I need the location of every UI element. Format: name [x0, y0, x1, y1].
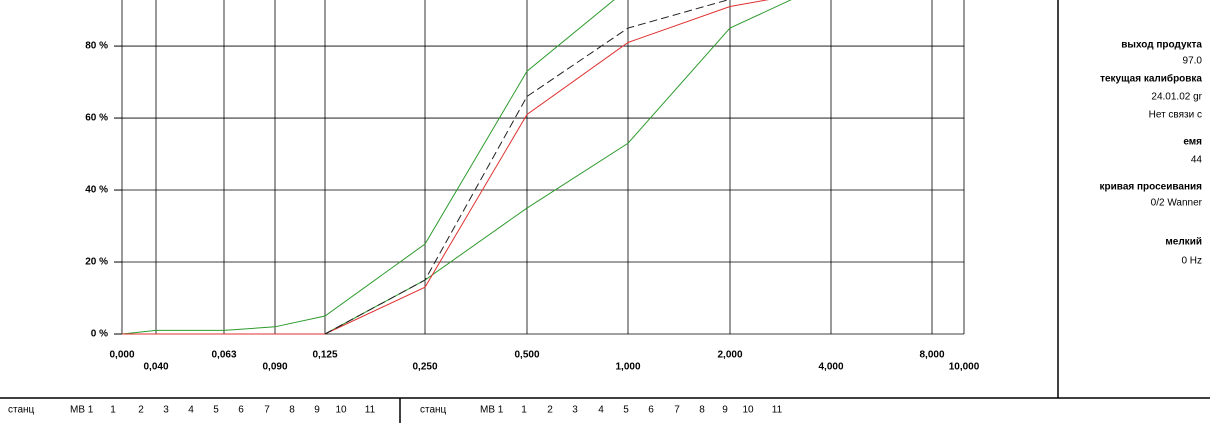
- panel-text: текущая калибровка: [1100, 73, 1202, 85]
- panel-text: мелкий: [1165, 237, 1202, 248]
- x-tick-label: 0,125: [312, 350, 337, 361]
- station-item: 1: [521, 405, 527, 416]
- x-tick-label: 0,040: [143, 362, 168, 373]
- station-item: 3: [163, 405, 169, 416]
- station-item: 7: [264, 405, 270, 416]
- station-item: 3: [572, 405, 578, 416]
- bottom-label: станц: [420, 405, 447, 416]
- station-item: 10: [335, 405, 347, 416]
- panel-text: 0 Hz: [1181, 256, 1202, 267]
- x-tick-label: 2,000: [717, 350, 742, 361]
- x-tick-label: 0,090: [262, 362, 287, 373]
- panel-text: 0/2 Wanner: [1151, 198, 1203, 209]
- station-item: 6: [238, 405, 244, 416]
- station-item: 5: [213, 405, 219, 416]
- y-tick-label: 80 %: [85, 41, 108, 52]
- station-item: 11: [365, 405, 376, 416]
- y-tick-label: 0 %: [91, 329, 108, 340]
- station-item: 2: [547, 405, 553, 416]
- y-tick-label: 60 %: [85, 113, 108, 124]
- panel-text: 24.01.02 gr: [1151, 92, 1202, 103]
- x-tick-label: 0,500: [514, 350, 539, 361]
- station-item: 8: [289, 405, 295, 416]
- station-item: МВ 1: [70, 405, 94, 416]
- plot-lines: [121, 0, 792, 335]
- station-item: 5: [623, 405, 629, 416]
- series-line: [324, 0, 730, 335]
- x-tick-label: 1,000: [615, 362, 640, 373]
- panel-text: выход продукта: [1121, 40, 1202, 51]
- series-line: [324, 0, 792, 335]
- station-item: 6: [648, 405, 654, 416]
- x-tick-label: 0,063: [211, 350, 236, 361]
- station-item: 4: [188, 405, 194, 416]
- station-item: 1: [110, 405, 116, 416]
- panel-text: Нет связи с: [1149, 110, 1202, 121]
- x-tick-label: 0,000: [109, 350, 134, 361]
- station-item: 4: [598, 405, 604, 416]
- y-tick-label: 40 %: [85, 185, 108, 196]
- station-item: 7: [674, 405, 680, 416]
- x-tick-label: 0,250: [412, 362, 437, 373]
- station-item: 8: [699, 405, 705, 416]
- x-tick-label: 4,000: [818, 362, 843, 373]
- station-item: 10: [742, 405, 754, 416]
- series-line: [121, 0, 615, 335]
- panel-text: кривая просеивания: [1100, 182, 1203, 193]
- bottom-label: станц: [8, 405, 35, 416]
- x-tick-label: 8,000: [919, 350, 944, 361]
- panel-text: емя: [1183, 137, 1202, 148]
- panel-text: 44: [1191, 155, 1203, 166]
- station-item: 9: [314, 405, 320, 416]
- station-item: МВ 1: [480, 405, 504, 416]
- y-tick-label: 20 %: [85, 257, 108, 268]
- series-line: [122, 0, 770, 335]
- station-item: 2: [138, 405, 144, 416]
- station-item: 9: [722, 405, 728, 416]
- station-item: 11: [772, 405, 783, 416]
- panel-text: 97.0: [1183, 56, 1203, 67]
- x-tick-label: 10,000: [949, 362, 980, 373]
